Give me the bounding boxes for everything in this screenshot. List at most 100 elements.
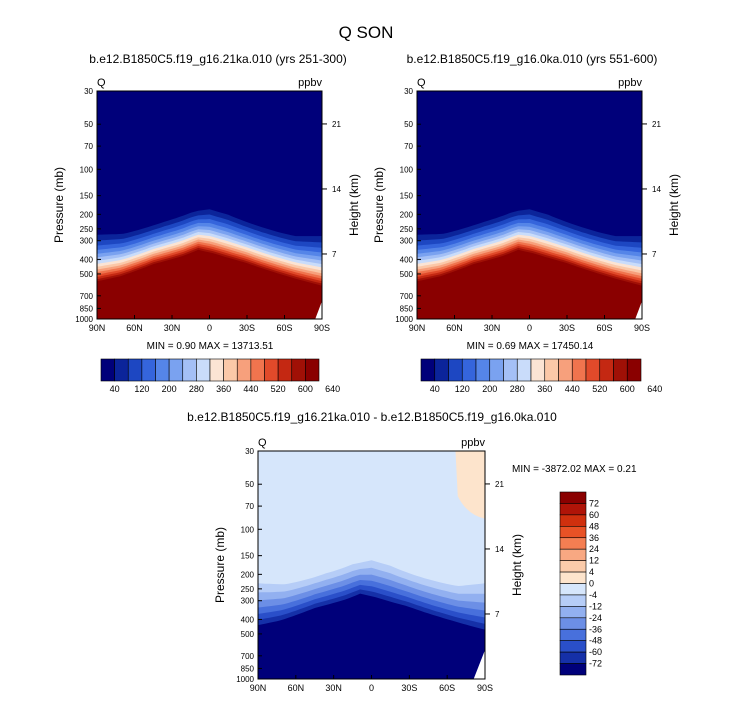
colorbar-label: 60 <box>589 510 599 520</box>
y-tick-label: 300 <box>80 237 94 246</box>
y-tick-label: 70 <box>404 142 413 151</box>
height-tick-label: 14 <box>332 185 341 194</box>
y-tick-label: 150 <box>241 552 255 561</box>
y-tick-label: 200 <box>400 210 414 219</box>
y-tick-label: 100 <box>400 165 414 174</box>
page-title: Q SON <box>339 23 394 42</box>
colorbar-swatch <box>503 358 518 382</box>
y-tick-label: 850 <box>400 304 414 313</box>
x-tick-label: 0 <box>527 323 532 333</box>
colorbar-label: 120 <box>134 384 149 394</box>
colorbar-swatch <box>599 358 614 382</box>
colorbar-swatch <box>559 617 587 630</box>
colorbar-swatch <box>264 358 279 382</box>
field-layers <box>417 91 642 319</box>
colorbar-swatch <box>489 358 504 382</box>
colorbar-swatch <box>141 358 156 382</box>
colorbar-swatch <box>613 358 628 382</box>
field-band <box>258 593 485 679</box>
colorbar-swatch <box>448 358 463 382</box>
y-tick-label: 1000 <box>236 675 254 684</box>
colorbar-label: -60 <box>589 647 602 657</box>
x-tick-label: 60N <box>288 683 305 693</box>
x-tick-label: 60N <box>446 323 463 333</box>
colorbar-swatch <box>559 503 587 516</box>
height-tick-label: 21 <box>495 480 504 489</box>
colorbar-swatch <box>291 358 306 382</box>
missing-region <box>635 301 642 319</box>
colorbar-label: 360 <box>537 384 552 394</box>
colorbar-label: 36 <box>589 533 599 543</box>
y-axis-title: Pressure (mb) <box>372 167 386 243</box>
colorbar-label: 0 <box>589 579 594 589</box>
y-tick-label: 1000 <box>395 315 413 324</box>
colorbar-label: 520 <box>271 384 286 394</box>
colorbar-swatch <box>585 358 601 382</box>
colorbar-swatch <box>559 663 587 676</box>
height-tick-label: 21 <box>332 120 341 129</box>
colorbar-swatch <box>559 571 587 584</box>
y-tick-label: 250 <box>241 585 255 594</box>
colorbar-swatch <box>461 358 477 382</box>
variable-label: Q <box>417 77 426 89</box>
y-tick-label: 850 <box>241 664 255 673</box>
colorbar-label: 48 <box>589 521 599 531</box>
y-tick-label: 100 <box>241 525 255 534</box>
colorbar-label: 280 <box>510 384 525 394</box>
x-tick-label: 30S <box>401 683 417 693</box>
colorbar-label: 600 <box>620 384 635 394</box>
height-tick-label: 14 <box>652 185 661 194</box>
y-tick-label: 50 <box>404 120 413 129</box>
min-max-text: MIN = 0.69 MAX = 17450.14 <box>467 341 594 352</box>
missing-region <box>473 649 485 679</box>
colorbar-label: 440 <box>243 384 258 394</box>
colorbar-swatch <box>559 651 587 664</box>
x-tick-label: 30N <box>484 323 501 333</box>
y-tick-label: 150 <box>400 192 414 201</box>
colorbar-label: 120 <box>455 384 470 394</box>
y-axis-title: Pressure (mb) <box>213 527 227 603</box>
x-tick-label: 90S <box>634 323 650 333</box>
colorbar-label: -4 <box>589 590 597 600</box>
y-tick-label: 850 <box>80 304 94 313</box>
field-core <box>417 253 642 319</box>
x-tick-label: 90N <box>89 323 106 333</box>
y-tick-label: 1000 <box>75 315 93 324</box>
colorbar-swatch <box>100 358 115 382</box>
colorbar-swatch <box>559 594 587 607</box>
colorbar-label: 280 <box>189 384 204 394</box>
field-layers <box>258 451 485 679</box>
colorbar-swatch <box>277 358 293 382</box>
panel-top-left: b.e12.B1850C5.f19_g16.21ka.010 (yrs 251-… <box>52 52 361 352</box>
colorbar-swatch <box>434 358 449 382</box>
height-tick-label: 7 <box>652 250 657 259</box>
variable-label: Q <box>97 77 106 89</box>
panel-top-right: b.e12.B1850C5.f19_g16.0ka.010 (yrs 551-6… <box>372 52 681 352</box>
colorbar-label: 40 <box>430 384 440 394</box>
x-tick-label: 30S <box>559 323 575 333</box>
x-tick-label: 60S <box>276 323 292 333</box>
colorbar-label: 24 <box>589 544 599 554</box>
y-tick-label: 70 <box>245 502 254 511</box>
y-tick-label: 250 <box>80 225 94 234</box>
y-tick-label: 250 <box>400 225 414 234</box>
x-tick-label: 60S <box>596 323 612 333</box>
colorbar-swatch <box>420 358 436 382</box>
colorbar-swatch <box>168 358 184 382</box>
height-axis-title: Height (km) <box>667 174 681 236</box>
y-tick-label: 500 <box>400 270 414 279</box>
colorbar-swatch <box>250 358 265 382</box>
colorbar-label: 600 <box>298 384 313 394</box>
colorbar-label: -24 <box>589 613 602 623</box>
height-axis-title: Height (km) <box>510 534 524 596</box>
x-tick-label: 30N <box>164 323 181 333</box>
y-tick-label: 500 <box>241 630 255 639</box>
y-tick-label: 200 <box>241 570 255 579</box>
colorbar-label: 12 <box>589 556 599 566</box>
colorbar-swatch <box>559 560 587 573</box>
y-tick-label: 100 <box>80 165 94 174</box>
colorbar-label: 520 <box>592 384 607 394</box>
colorbar-swatch <box>559 548 587 561</box>
colorbar-swatch <box>558 358 573 382</box>
units-label: ppbv <box>618 77 642 89</box>
